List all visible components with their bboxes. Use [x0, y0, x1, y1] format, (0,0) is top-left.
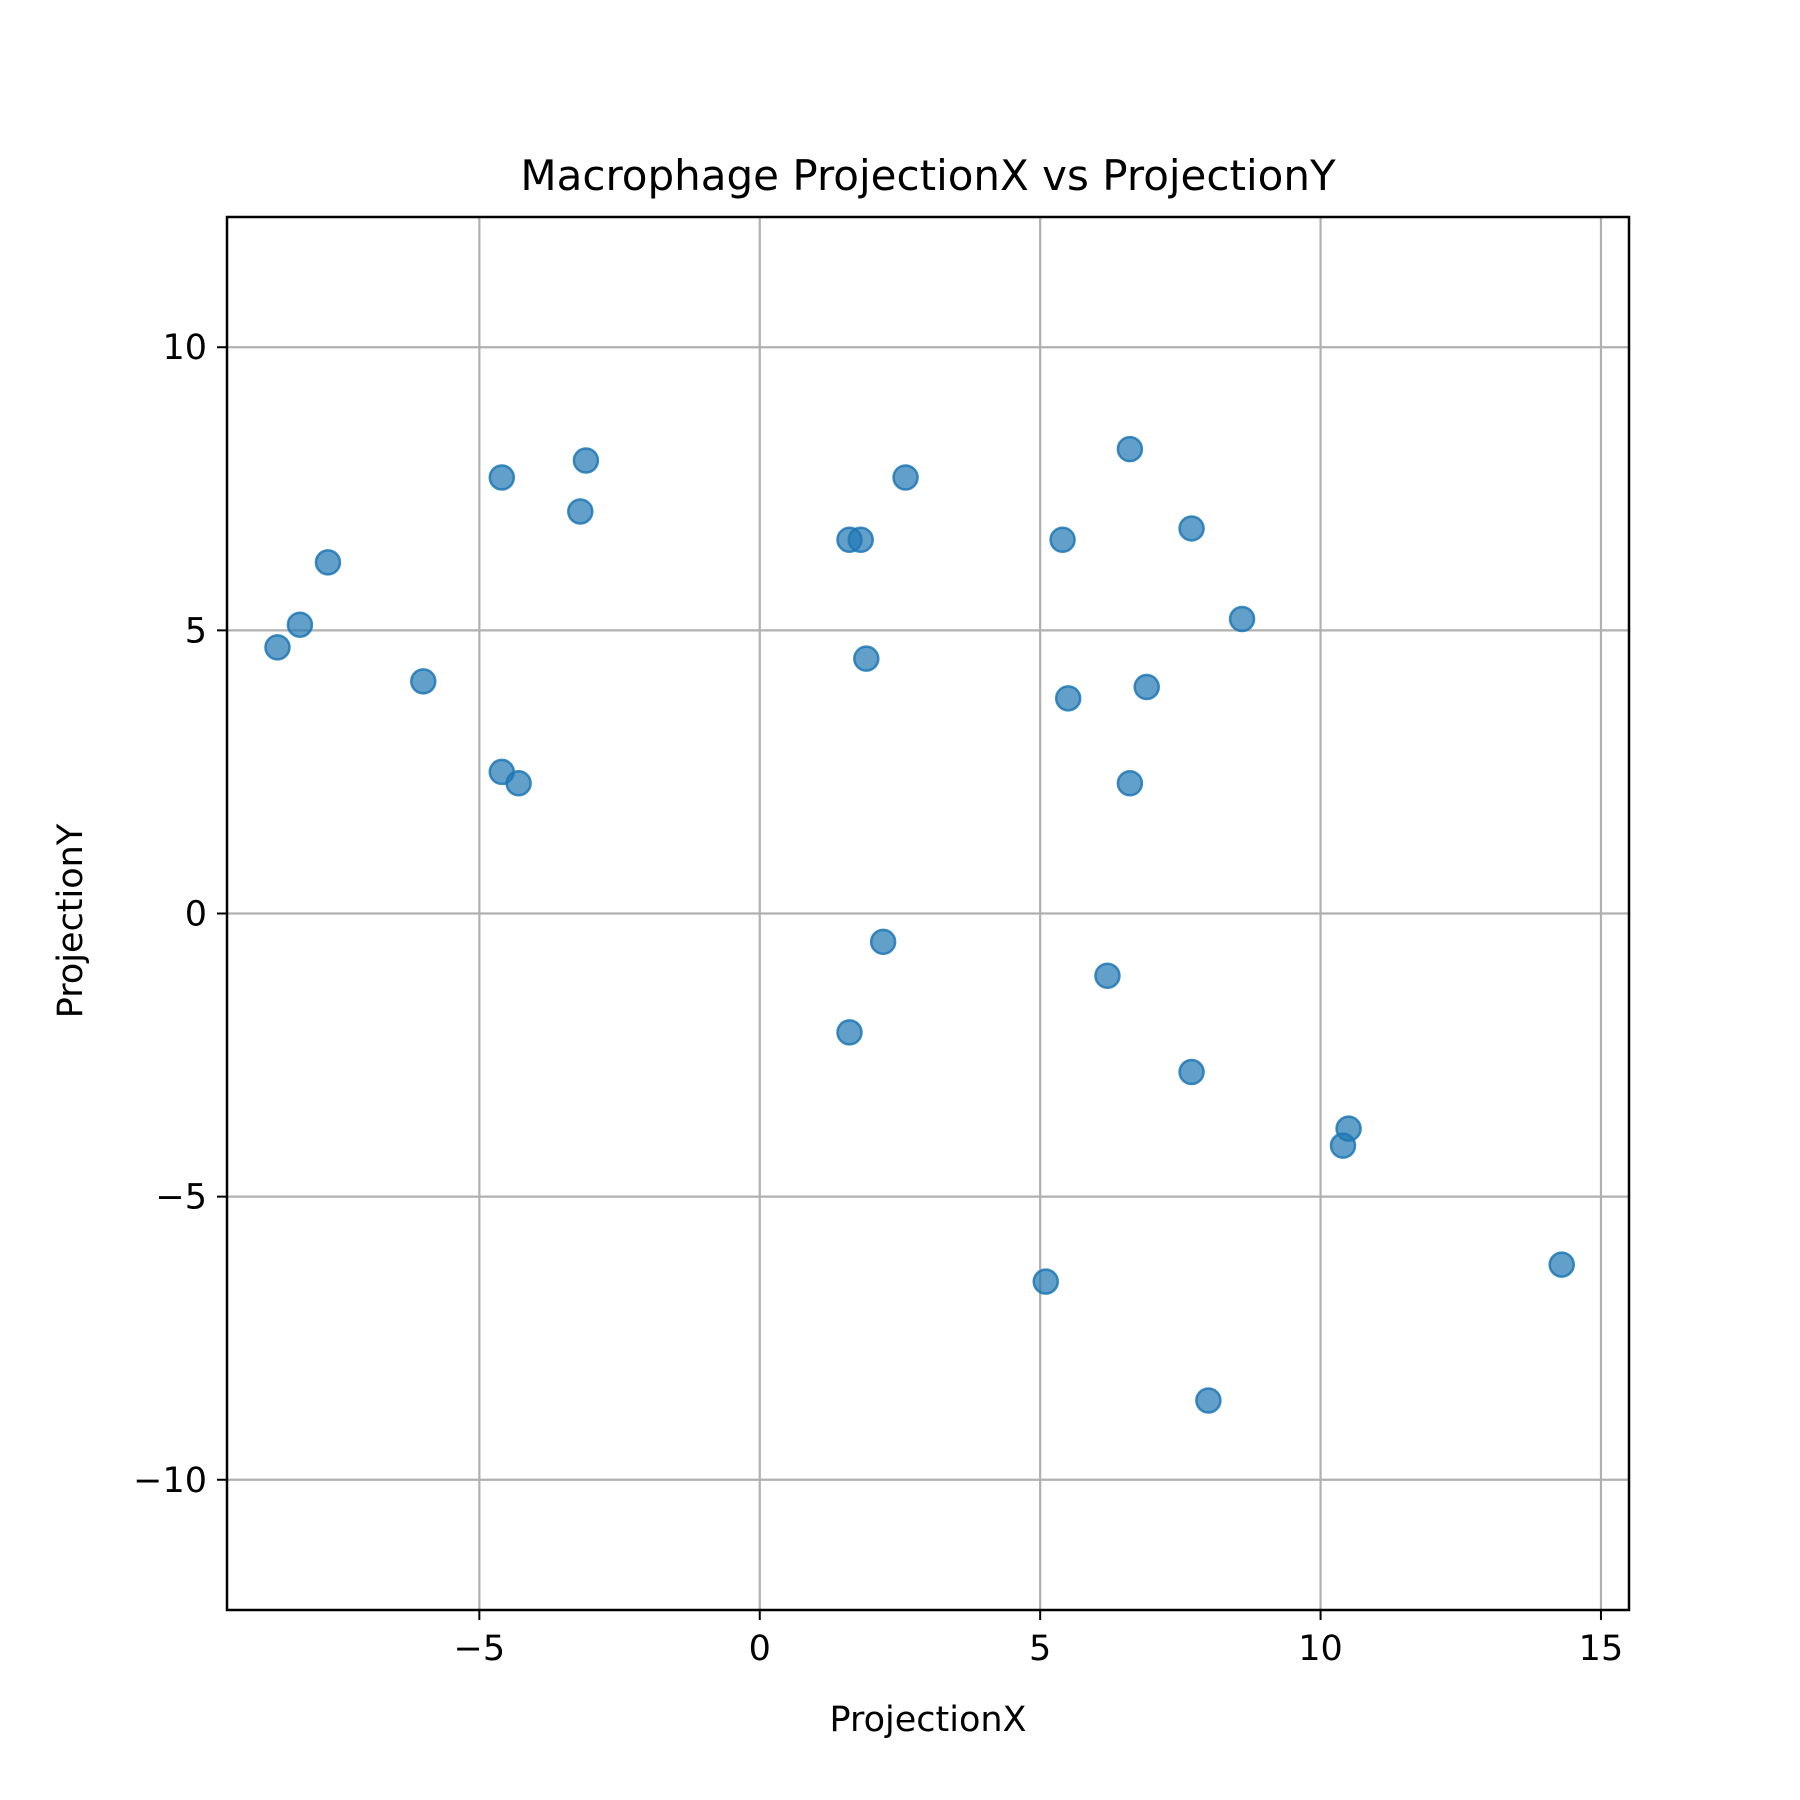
y-tick-label: 0 — [185, 895, 207, 935]
data-points — [264, 435, 1575, 1414]
y-tick-label: −5 — [155, 1178, 207, 1218]
data-point — [410, 668, 437, 695]
data-point — [1049, 526, 1076, 554]
data-point — [847, 526, 874, 554]
data-point — [488, 464, 516, 491]
data-point — [1116, 435, 1144, 463]
data-point — [1548, 1251, 1575, 1278]
data-point — [1178, 515, 1205, 542]
x-tick-label: 0 — [749, 1629, 771, 1669]
x-axis-label: ProjectionX — [829, 1700, 1026, 1740]
data-point — [567, 498, 594, 525]
data-point — [892, 464, 919, 491]
y-tick-label: 5 — [185, 611, 207, 651]
data-point — [314, 549, 342, 576]
x-tick-label: −5 — [454, 1629, 506, 1669]
data-point — [1178, 1058, 1205, 1086]
data-point — [1094, 962, 1121, 990]
x-tick-label: 15 — [1579, 1629, 1624, 1669]
data-point — [505, 770, 532, 797]
data-point — [572, 447, 600, 474]
y-axis-label: ProjectionY — [51, 823, 91, 1018]
data-point — [1054, 685, 1082, 712]
data-point — [1133, 673, 1160, 701]
grid-lines — [227, 217, 1629, 1610]
chart-title: Macrophage ProjectionX vs ProjectionY — [520, 151, 1336, 200]
data-point — [264, 634, 291, 661]
y-tick-label: −10 — [133, 1461, 207, 1501]
axis-ticks: −5 0 5 10 15 −10 −5 0 5 10 — [133, 328, 1623, 1669]
data-point — [1335, 1115, 1362, 1142]
x-tick-label: 5 — [1029, 1629, 1051, 1669]
data-point — [1228, 605, 1256, 633]
data-point — [1195, 1387, 1222, 1414]
data-point — [1032, 1268, 1060, 1295]
data-point — [836, 1019, 863, 1046]
data-point — [286, 611, 314, 638]
data-point — [853, 645, 880, 672]
x-tick-label: 10 — [1298, 1629, 1343, 1669]
y-tick-label: 10 — [162, 328, 207, 368]
data-point — [869, 928, 897, 956]
data-point — [1116, 770, 1144, 797]
